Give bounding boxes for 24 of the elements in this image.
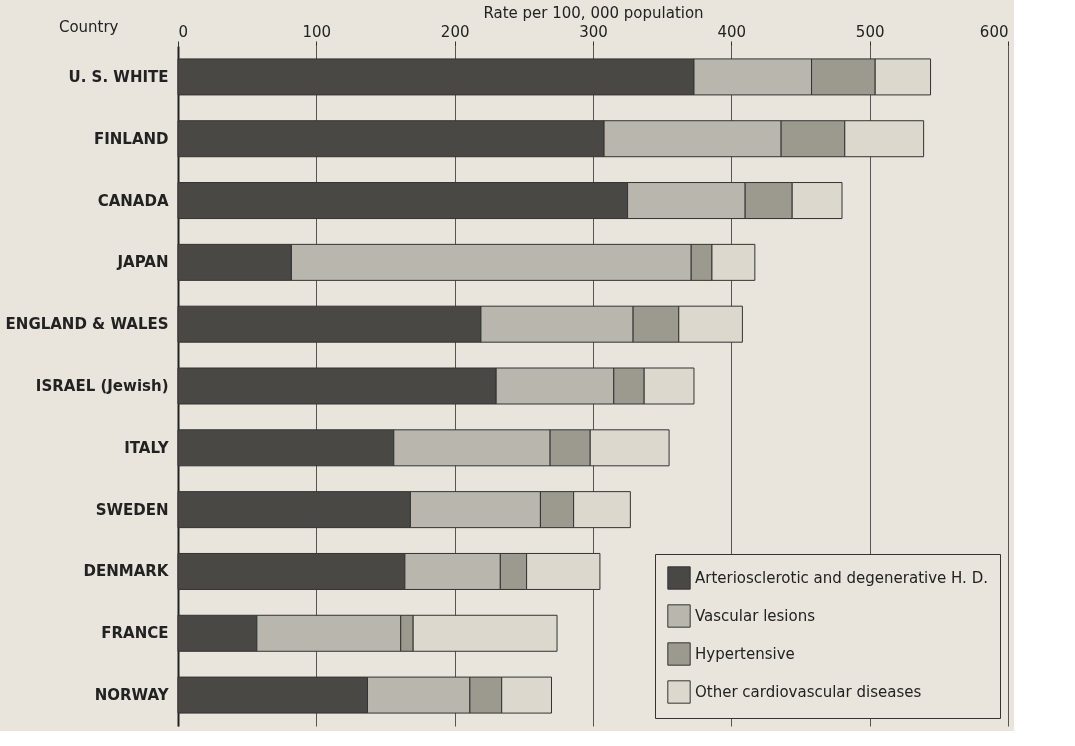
y-tick-label: CANADA [97,191,169,210]
y-tick-label: JAPAN [116,253,169,272]
y-tick-label: NORWAY [94,686,170,705]
legend-label: Other cardiovascular diseases [695,683,922,701]
x-tick-label: 300 [579,22,608,41]
y-tick-label: ITALY [124,438,170,457]
legend-label: Hypertensive [695,645,795,663]
y-tick-label: FRANCE [101,624,169,643]
x-axis-title: Rate per 100, 000 population [483,3,704,22]
x-tick-label: 400 [717,22,747,41]
y-tick-label: ENGLAND & WALES [5,315,169,334]
y-axis-title: Country [58,17,119,36]
y-tick-label: SWEDEN [95,500,169,519]
x-tick-label: 600 [979,22,1009,41]
legend-label: Arteriosclerotic and degenerative H. D. [695,569,988,587]
y-tick-label: FINLAND [93,129,169,148]
y-tick-label: DENMARK [83,562,170,581]
x-tick-label: 500 [855,22,885,41]
legend-label: Vascular lesions [695,607,816,625]
y-tick-label: U. S. WHITE [68,67,169,86]
x-tick-label: 200 [440,22,470,41]
y-tick-label: ISRAEL (Jewish) [35,377,169,395]
x-tick-label: 0 [178,22,189,41]
x-tick-label: 100 [302,22,332,41]
